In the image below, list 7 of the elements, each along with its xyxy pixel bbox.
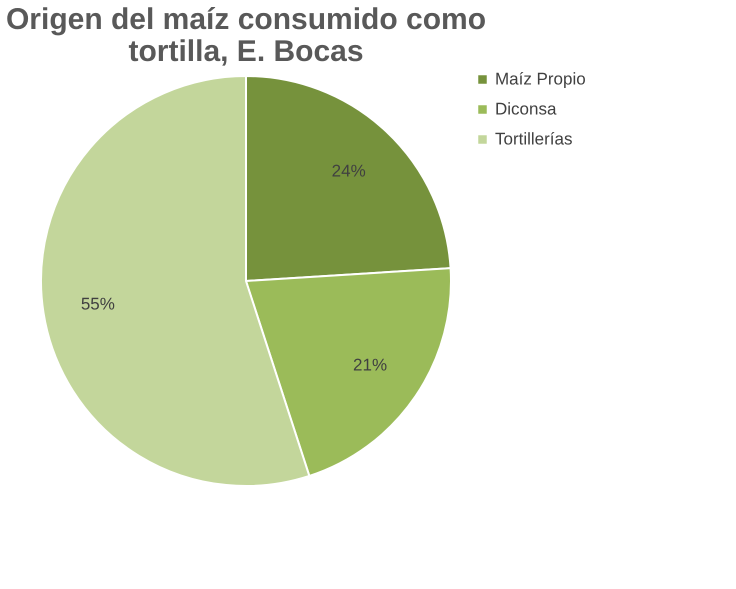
data-label: 55% xyxy=(80,294,115,314)
data-label: 24% xyxy=(332,162,366,181)
legend-label: Diconsa xyxy=(495,100,557,118)
data-label: 21% xyxy=(353,355,388,374)
legend-label: Tortillerías xyxy=(495,130,572,148)
legend-label: Maíz Propio xyxy=(495,70,586,88)
chart-title: Origen del maíz consumido como tortilla, E. Bocas xyxy=(6,3,486,68)
